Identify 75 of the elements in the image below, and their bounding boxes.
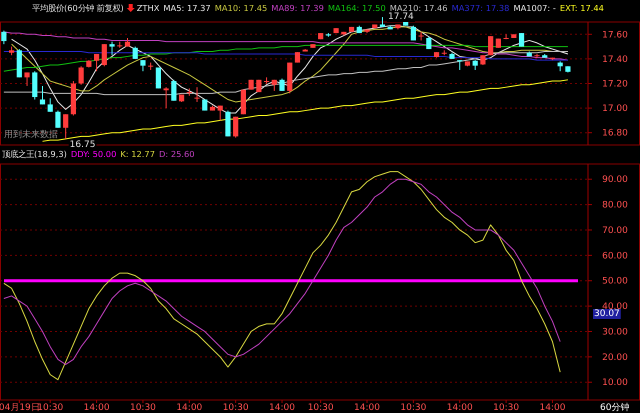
x-tick-label: 14:00 — [446, 403, 473, 413]
candlestick — [496, 38, 501, 48]
candlestick — [132, 46, 138, 60]
candlestick — [40, 85, 46, 105]
y-tick-label: 17.40 — [602, 54, 628, 65]
text: D: 25.60 — [159, 149, 195, 159]
x-tick-label: 14:00 — [269, 403, 296, 413]
y-tick-label: 70.00 — [602, 226, 628, 236]
candlestick — [171, 79, 176, 102]
line-series — [3, 44, 568, 72]
text: MA10: 17.45 — [214, 3, 268, 13]
candlestick — [194, 86, 200, 102]
y-tick-label: 17.20 — [602, 80, 628, 90]
annotation: 16.75 — [70, 140, 96, 150]
x-tick-label: 10:30 — [493, 403, 520, 413]
annotation: 17.74 — [388, 12, 414, 22]
y-tick-label: 10.00 — [602, 378, 628, 388]
x-tick-label: 14:00 — [84, 403, 110, 413]
candlestick — [78, 66, 84, 86]
candlestick — [109, 41, 115, 56]
x-tick-label: 10:30 — [37, 403, 64, 413]
candlestick — [24, 72, 30, 86]
y-tick-label: 50.00 — [602, 276, 628, 287]
candlestick — [410, 25, 416, 41]
candlestick — [102, 44, 107, 67]
candlestick — [156, 67, 161, 89]
x-tick-label: 14:00 — [539, 403, 566, 413]
y-tick-label: 90.00 — [602, 175, 628, 186]
y-tick-label: 20.00 — [602, 352, 628, 363]
text: MA210: 17.46 — [390, 3, 448, 13]
text: EXT: 17.44 — [560, 3, 604, 13]
x-tick-label: 10:30 — [222, 403, 249, 413]
x-tick-label: 10:30 — [400, 403, 427, 413]
candlestick — [218, 105, 223, 121]
y-tick-label: 80.00 — [602, 200, 628, 211]
y-tick-label: 17.60 — [602, 30, 628, 40]
candlestick — [233, 116, 238, 138]
line-series — [3, 51, 568, 61]
candlestick — [488, 36, 494, 56]
candlestick — [558, 60, 563, 72]
text: 60分钟 — [600, 402, 630, 413]
y-tick-label: 17.00 — [602, 104, 628, 114]
text: MA164: 17.50 — [328, 3, 386, 13]
candlestick — [1, 30, 6, 45]
candlestick — [279, 78, 285, 92]
y-tick-label: 30.00 — [602, 327, 628, 338]
chart-title: 平均股价(60分钟 前复权) — [32, 3, 124, 13]
text: MA89: 17.39 — [271, 3, 324, 13]
candlestick — [63, 114, 68, 140]
candlestick — [55, 110, 61, 128]
x-tick-label: 10:30 — [130, 403, 156, 413]
y-tick-label: 16.80 — [602, 128, 628, 139]
text: MA5: 17.37 — [163, 3, 211, 13]
x-tick-label: 14:00 — [354, 403, 380, 413]
candlestick — [426, 36, 432, 50]
candlestick — [480, 54, 486, 66]
text: ZTHX — [136, 3, 160, 13]
candlestick — [164, 86, 169, 109]
candlestick — [472, 60, 478, 70]
line-series — [3, 51, 568, 96]
x-tick-label: 14:00 — [176, 403, 203, 413]
text: K: 12.77 — [120, 149, 155, 159]
candlestick — [94, 53, 100, 72]
chart-title: 顶底之王(18,9,3) — [2, 149, 67, 159]
candlestick — [457, 60, 462, 70]
annotation: 用到未来数据 — [4, 129, 58, 140]
candlestick — [140, 60, 146, 72]
ref-line-label: DDY: 50.00 — [70, 149, 116, 159]
candlestick — [518, 32, 524, 48]
text: MA1007: - — [513, 3, 556, 13]
candlestick — [380, 16, 386, 28]
text: MA377: 17.38 — [452, 3, 510, 13]
x-tick-label: 10:30 — [308, 403, 334, 413]
y-tick-label: 60.00 — [602, 251, 628, 262]
candlestick — [48, 98, 53, 112]
